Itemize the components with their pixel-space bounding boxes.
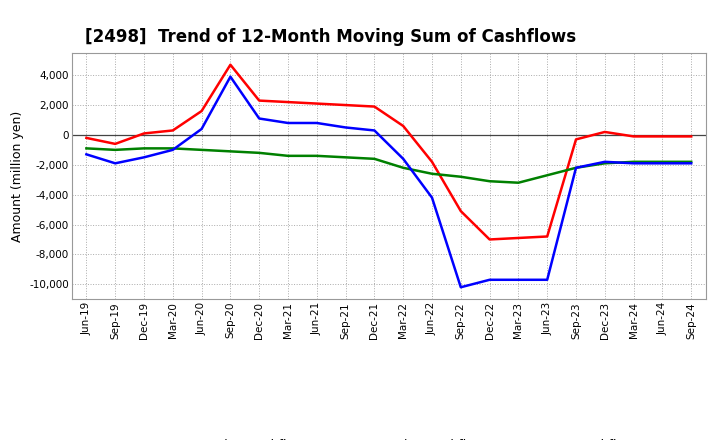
Operating Cashflow: [197, 108, 206, 114]
Investing Cashflow: [168, 146, 177, 151]
Operating Cashflow: [140, 131, 148, 136]
Free Cashflow: [687, 161, 696, 166]
Operating Cashflow: [629, 134, 638, 139]
Investing Cashflow: [600, 161, 609, 166]
Investing Cashflow: [370, 156, 379, 161]
Operating Cashflow: [312, 101, 321, 106]
Investing Cashflow: [197, 147, 206, 153]
Investing Cashflow: [226, 149, 235, 154]
Y-axis label: Amount (million yen): Amount (million yen): [11, 110, 24, 242]
Operating Cashflow: [428, 159, 436, 165]
Free Cashflow: [226, 74, 235, 79]
Free Cashflow: [255, 116, 264, 121]
Investing Cashflow: [341, 155, 350, 160]
Free Cashflow: [600, 159, 609, 165]
Operating Cashflow: [658, 134, 667, 139]
Legend: Operating Cashflow, Investing Cashflow, Free Cashflow: Operating Cashflow, Investing Cashflow, …: [138, 433, 639, 440]
Operating Cashflow: [226, 62, 235, 67]
Free Cashflow: [428, 195, 436, 200]
Investing Cashflow: [255, 150, 264, 155]
Investing Cashflow: [658, 159, 667, 165]
Investing Cashflow: [485, 179, 494, 184]
Free Cashflow: [572, 165, 580, 170]
Line: Free Cashflow: Free Cashflow: [86, 77, 691, 287]
Investing Cashflow: [82, 146, 91, 151]
Text: [2498]  Trend of 12-Month Moving Sum of Cashflows: [2498] Trend of 12-Month Moving Sum of C…: [85, 28, 576, 46]
Free Cashflow: [658, 161, 667, 166]
Free Cashflow: [629, 161, 638, 166]
Operating Cashflow: [370, 104, 379, 109]
Free Cashflow: [399, 156, 408, 161]
Operating Cashflow: [111, 141, 120, 147]
Investing Cashflow: [572, 165, 580, 170]
Free Cashflow: [370, 128, 379, 133]
Operating Cashflow: [485, 237, 494, 242]
Operating Cashflow: [456, 209, 465, 214]
Operating Cashflow: [399, 123, 408, 128]
Free Cashflow: [284, 121, 292, 126]
Operating Cashflow: [255, 98, 264, 103]
Investing Cashflow: [284, 153, 292, 158]
Operating Cashflow: [284, 99, 292, 105]
Operating Cashflow: [341, 103, 350, 108]
Investing Cashflow: [514, 180, 523, 185]
Free Cashflow: [111, 161, 120, 166]
Operating Cashflow: [82, 135, 91, 140]
Investing Cashflow: [543, 172, 552, 178]
Investing Cashflow: [629, 159, 638, 165]
Free Cashflow: [341, 125, 350, 130]
Free Cashflow: [456, 285, 465, 290]
Investing Cashflow: [312, 153, 321, 158]
Investing Cashflow: [399, 165, 408, 170]
Operating Cashflow: [168, 128, 177, 133]
Free Cashflow: [197, 126, 206, 132]
Free Cashflow: [312, 121, 321, 126]
Free Cashflow: [543, 277, 552, 282]
Investing Cashflow: [428, 171, 436, 176]
Investing Cashflow: [456, 174, 465, 180]
Investing Cashflow: [111, 147, 120, 153]
Free Cashflow: [514, 277, 523, 282]
Free Cashflow: [140, 155, 148, 160]
Operating Cashflow: [600, 129, 609, 135]
Operating Cashflow: [687, 134, 696, 139]
Investing Cashflow: [140, 146, 148, 151]
Free Cashflow: [82, 152, 91, 157]
Operating Cashflow: [543, 234, 552, 239]
Free Cashflow: [485, 277, 494, 282]
Operating Cashflow: [514, 235, 523, 241]
Investing Cashflow: [687, 159, 696, 165]
Operating Cashflow: [572, 137, 580, 142]
Free Cashflow: [168, 147, 177, 153]
Line: Investing Cashflow: Investing Cashflow: [86, 148, 691, 183]
Line: Operating Cashflow: Operating Cashflow: [86, 65, 691, 239]
